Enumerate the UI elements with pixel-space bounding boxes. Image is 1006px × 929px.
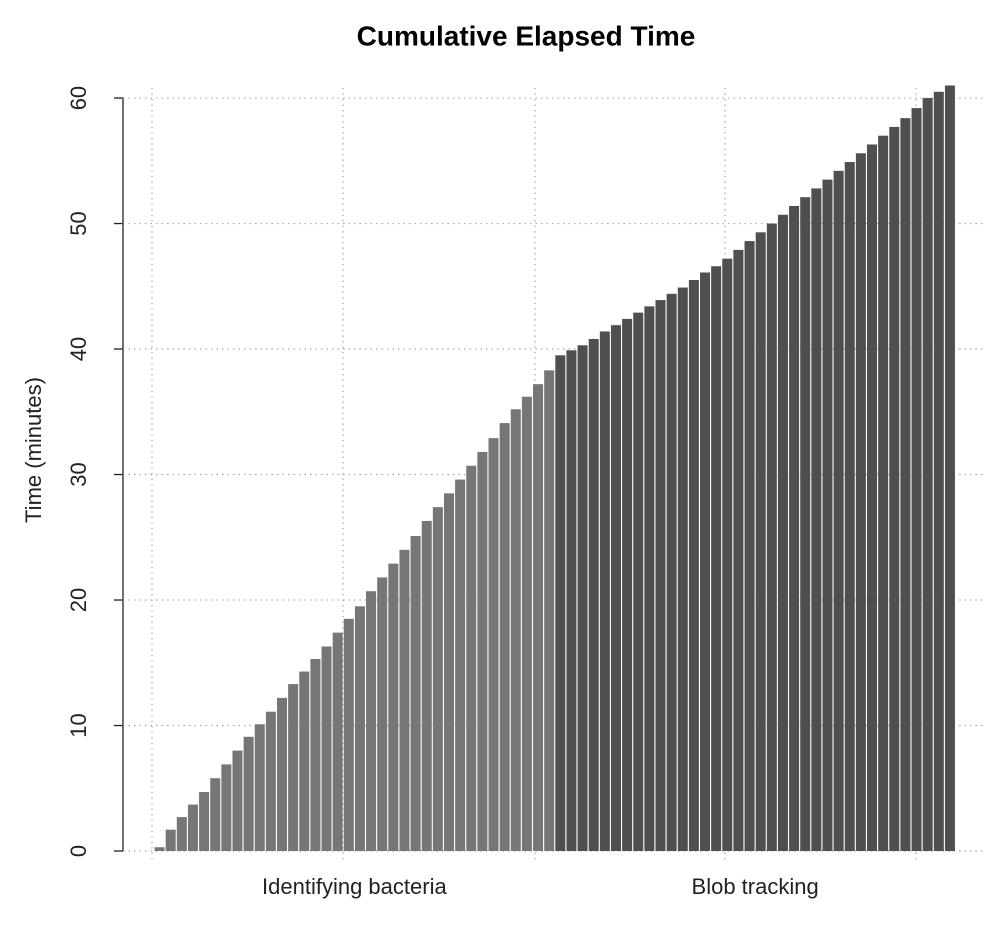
bar	[700, 272, 711, 851]
bar	[399, 549, 410, 851]
group-label: Identifying bacteria	[262, 874, 447, 899]
bar	[610, 325, 621, 851]
y-tick-label: 0	[66, 845, 91, 857]
bar	[366, 591, 377, 851]
y-tick-label: 20	[66, 588, 91, 612]
group-label: Blob tracking	[692, 874, 819, 899]
bar	[343, 618, 354, 851]
bar	[878, 135, 889, 851]
bar	[855, 153, 866, 852]
bar	[822, 179, 833, 852]
bar	[388, 563, 399, 851]
bar	[900, 118, 911, 851]
bar	[755, 232, 766, 851]
bar	[922, 98, 933, 851]
bar	[321, 646, 332, 851]
bar	[766, 223, 777, 851]
y-tick-label: 40	[66, 337, 91, 361]
bar	[722, 258, 733, 851]
y-tick-label: 30	[66, 462, 91, 486]
bar	[933, 91, 944, 851]
bar	[867, 144, 878, 851]
bar	[254, 724, 265, 851]
bar	[477, 451, 488, 851]
bar	[288, 684, 299, 851]
bar	[499, 423, 510, 851]
chart-title: Cumulative Elapsed Time	[357, 20, 696, 51]
bar	[555, 355, 566, 851]
bar	[800, 197, 811, 852]
bar	[566, 350, 577, 851]
bar	[533, 384, 544, 851]
bar	[711, 266, 722, 851]
bar	[944, 85, 955, 851]
bar	[332, 632, 343, 851]
bar	[588, 338, 599, 852]
bar	[210, 778, 221, 851]
bar	[466, 465, 477, 851]
bar	[221, 764, 232, 851]
bar	[666, 293, 677, 851]
bar	[544, 370, 555, 851]
bar	[844, 162, 855, 852]
bar	[310, 658, 321, 851]
bar	[833, 170, 844, 852]
y-tick-label: 60	[66, 86, 91, 110]
bar	[510, 409, 521, 851]
bar	[744, 241, 755, 851]
bar	[655, 300, 666, 852]
bar	[644, 306, 655, 851]
bar	[488, 438, 499, 851]
bar	[377, 577, 388, 851]
bar	[733, 249, 744, 851]
bar	[599, 331, 610, 851]
bar	[688, 280, 699, 851]
bar	[187, 804, 198, 851]
bar	[199, 792, 210, 851]
bar	[455, 479, 466, 851]
bar	[176, 817, 187, 851]
bar	[633, 312, 644, 852]
bar	[889, 126, 900, 851]
bar	[777, 214, 788, 851]
bar	[154, 847, 165, 851]
bar	[243, 736, 254, 851]
bar	[265, 711, 276, 851]
bar	[911, 108, 922, 852]
bar	[354, 606, 365, 851]
bar	[165, 829, 176, 851]
bar	[443, 493, 455, 851]
bar	[432, 507, 443, 851]
bar	[421, 520, 432, 851]
bar	[811, 188, 822, 852]
bar	[677, 287, 688, 851]
y-axis-label: Time (minutes)	[21, 377, 46, 523]
bar	[622, 318, 633, 851]
bar	[410, 536, 421, 851]
y-tick-label: 10	[66, 713, 91, 737]
bar	[521, 396, 532, 851]
bar	[277, 697, 288, 851]
bar	[577, 345, 588, 851]
bar	[232, 750, 243, 851]
y-tick-label: 50	[66, 211, 91, 235]
bar	[299, 671, 310, 851]
bar	[789, 205, 800, 851]
